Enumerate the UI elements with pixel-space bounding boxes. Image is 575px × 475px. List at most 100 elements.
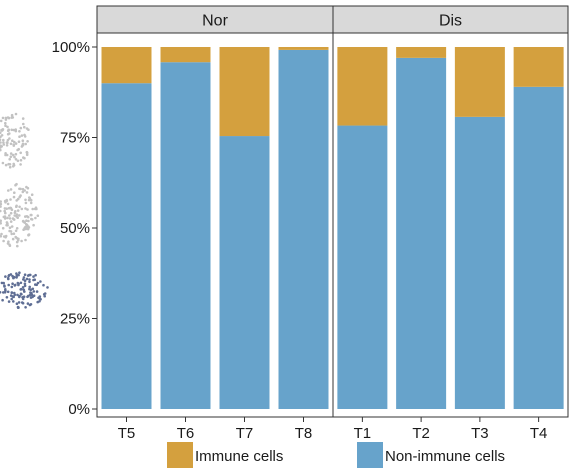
scatter-point bbox=[23, 279, 27, 283]
scatter-point bbox=[17, 301, 21, 304]
scatter-point bbox=[16, 209, 20, 212]
x-tick-label-t8: T8 bbox=[295, 425, 313, 442]
scatter-point bbox=[36, 281, 40, 285]
facet-label: Dis bbox=[439, 13, 462, 30]
scatter-point bbox=[13, 191, 16, 194]
scatter-point bbox=[10, 232, 13, 236]
scatter-point bbox=[26, 140, 29, 143]
scatter-point bbox=[12, 162, 15, 166]
scatter-point bbox=[1, 226, 5, 230]
scatter-point bbox=[25, 150, 29, 154]
x-tick-label-t7: T7 bbox=[236, 425, 254, 442]
gray-cluster-middle bbox=[0, 182, 40, 248]
scatter-point bbox=[24, 207, 27, 210]
bar-immune-t3 bbox=[454, 47, 505, 117]
x-tick-label-t2: T2 bbox=[412, 425, 430, 442]
scatter-point bbox=[29, 201, 33, 205]
scatter-point bbox=[34, 273, 37, 277]
scatter-point bbox=[42, 283, 45, 287]
y-tick-label: 0% bbox=[68, 401, 90, 418]
scatter-point bbox=[28, 285, 32, 289]
scatter-point bbox=[10, 285, 14, 289]
scatter-point bbox=[14, 235, 17, 239]
scatter-point bbox=[17, 282, 20, 286]
scatter-point bbox=[16, 216, 20, 219]
scatter-point bbox=[24, 238, 27, 242]
scatter-point bbox=[18, 295, 21, 299]
scatter-point bbox=[9, 273, 13, 276]
scatter-point bbox=[14, 128, 17, 131]
scatter-point bbox=[7, 189, 10, 192]
scatter-point bbox=[21, 187, 25, 191]
scatter-point bbox=[23, 156, 26, 160]
scatter-point bbox=[35, 207, 38, 211]
x-tick-label-t5: T5 bbox=[118, 425, 136, 442]
scatter-point bbox=[22, 219, 25, 223]
scatter-point bbox=[19, 288, 23, 291]
bar-non-immune-t3 bbox=[454, 116, 505, 409]
y-axis: 0% 25% 50% 75% 100% bbox=[52, 39, 97, 418]
bar-immune-t1 bbox=[337, 47, 388, 126]
scatter-point bbox=[18, 271, 21, 275]
y-tick-label: 25% bbox=[60, 311, 90, 328]
scatter-point bbox=[20, 207, 24, 211]
scatter-point bbox=[2, 143, 6, 146]
scatter-point bbox=[17, 140, 21, 143]
scatter-point bbox=[12, 300, 15, 303]
scatter-point bbox=[13, 291, 16, 295]
scatter-point bbox=[26, 302, 30, 305]
scatter-point bbox=[16, 148, 19, 152]
scatter-point bbox=[4, 275, 7, 278]
bar-non-immune-t4 bbox=[513, 86, 564, 409]
bar-non-immune-t7 bbox=[219, 136, 270, 409]
scatter-point bbox=[14, 183, 17, 187]
scatter-point bbox=[3, 207, 7, 210]
scatter-point bbox=[4, 163, 8, 167]
scatter-point bbox=[4, 153, 7, 157]
x-tick-label-t6: T6 bbox=[177, 425, 195, 442]
scatter-point bbox=[9, 155, 13, 158]
scatter-point bbox=[28, 293, 32, 297]
scatter-point bbox=[15, 227, 19, 230]
scatter-point bbox=[8, 165, 12, 169]
scatter-point bbox=[23, 282, 27, 286]
scatter-point bbox=[0, 202, 3, 206]
scatter-point bbox=[22, 122, 25, 126]
scatter-point bbox=[0, 119, 3, 123]
scatter-point bbox=[18, 205, 21, 209]
scatter-point bbox=[7, 128, 10, 131]
scatter-point bbox=[36, 214, 40, 217]
scatter-point bbox=[11, 139, 14, 142]
scatter-point bbox=[27, 226, 31, 229]
scatter-point bbox=[21, 297, 25, 301]
scatter-point bbox=[5, 296, 9, 299]
scatter-point bbox=[24, 142, 28, 146]
scatter-point bbox=[24, 215, 27, 218]
scatter-point bbox=[19, 281, 23, 285]
umap-scatter-fragment bbox=[0, 112, 49, 310]
panel-border bbox=[332, 32, 569, 418]
bar-non-immune-t5 bbox=[101, 83, 152, 409]
y-tick-label: 50% bbox=[60, 220, 90, 237]
scatter-point bbox=[32, 294, 36, 298]
scatter-point bbox=[10, 113, 14, 117]
scatter-point bbox=[0, 141, 2, 144]
scatter-point bbox=[29, 198, 33, 202]
scatter-point bbox=[0, 209, 2, 213]
scatter-point bbox=[36, 300, 39, 304]
scatter-point bbox=[11, 237, 15, 241]
scatter-point bbox=[32, 223, 35, 227]
scatter-point bbox=[16, 306, 20, 310]
scatter-point bbox=[15, 244, 19, 248]
scatter-point bbox=[7, 274, 10, 278]
scatter-point bbox=[6, 132, 10, 136]
scatter-point bbox=[25, 191, 29, 194]
scatter-point bbox=[25, 219, 28, 222]
bar-immune-t2 bbox=[396, 47, 447, 58]
scatter-point bbox=[11, 153, 15, 157]
scatter-point bbox=[5, 198, 8, 202]
scatter-point bbox=[23, 133, 26, 137]
scatter-point bbox=[0, 200, 2, 203]
facet-panels: Nor T5 T6 T7 T8 Dis T1 T2 T3 T4 bbox=[96, 5, 569, 442]
